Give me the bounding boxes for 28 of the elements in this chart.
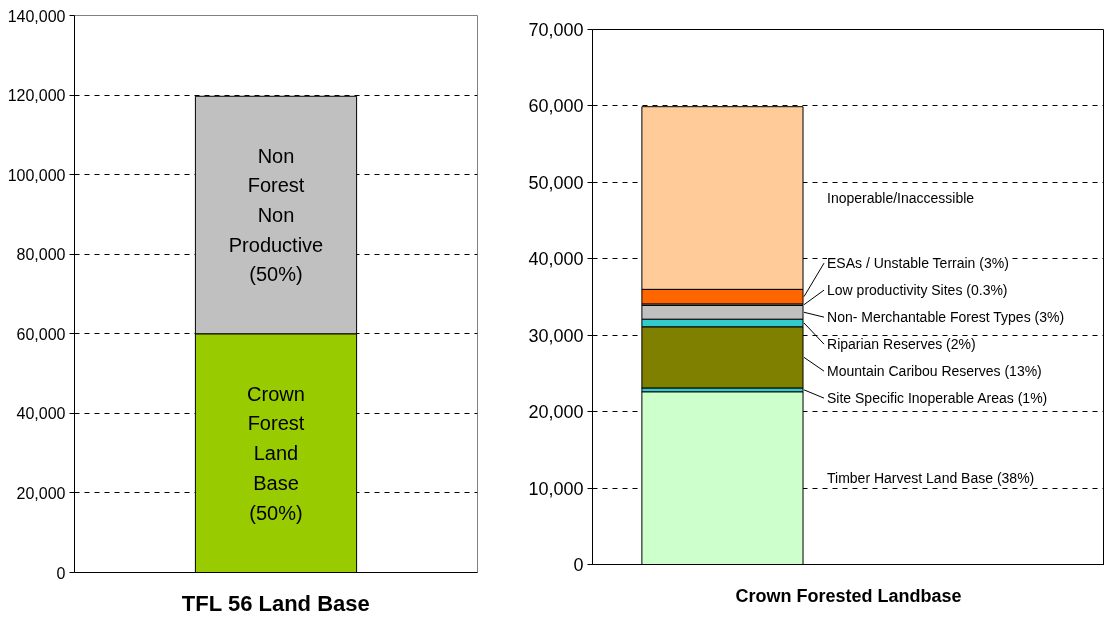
y-tick-label: 70,000 xyxy=(528,20,584,40)
y-tick-label: 0 xyxy=(573,555,584,575)
series-label: Timber Harvest Land Base (38%) xyxy=(827,470,1035,487)
series-label: Crown Forest Land Base (50%) xyxy=(247,382,305,524)
legend-label: Mountain Caribou Reserves (13%) xyxy=(827,363,1042,380)
series-label: Inoperable/Inaccessible xyxy=(827,190,975,207)
legend-label: Site Specific Inoperable Areas (1%) xyxy=(827,390,1048,407)
text: ESAs / Unstable Terrain (3%) xyxy=(827,255,1009,272)
x-axis-title: Crown Forested Landbase xyxy=(735,585,962,606)
y-tick-label: 40,000 xyxy=(528,249,584,270)
y-tick-label: 60,000 xyxy=(528,96,584,117)
y-tick-label: 40,000 xyxy=(16,405,66,423)
legend-label: Low productivity Sites (0.3%) xyxy=(827,282,1008,299)
y-tick-label: 0 xyxy=(56,564,66,582)
y-tick-label: 20,000 xyxy=(528,402,584,423)
x-axis-title: TFL 56 Land Base xyxy=(181,590,370,616)
series-label: Non Forest Non Productive (50%) xyxy=(228,144,324,286)
y-tick-label: 60,000 xyxy=(16,325,66,343)
y-tick-label: 140,000 xyxy=(7,7,66,25)
y-tick-label: 80,000 xyxy=(16,246,66,264)
y-tick-label: 20,000 xyxy=(16,484,66,502)
y-tick-label: 30,000 xyxy=(528,325,584,346)
y-tick-label: 120,000 xyxy=(7,87,66,105)
legend-label: Non- Merchantable Forest Types (3%) xyxy=(827,309,1065,326)
y-tick-label: 50,000 xyxy=(528,172,584,193)
y-tick-label: 100,000 xyxy=(7,166,66,184)
series-label: Riparian Reserves (2%) xyxy=(827,336,976,353)
y-tick-label: 10,000 xyxy=(528,478,584,499)
